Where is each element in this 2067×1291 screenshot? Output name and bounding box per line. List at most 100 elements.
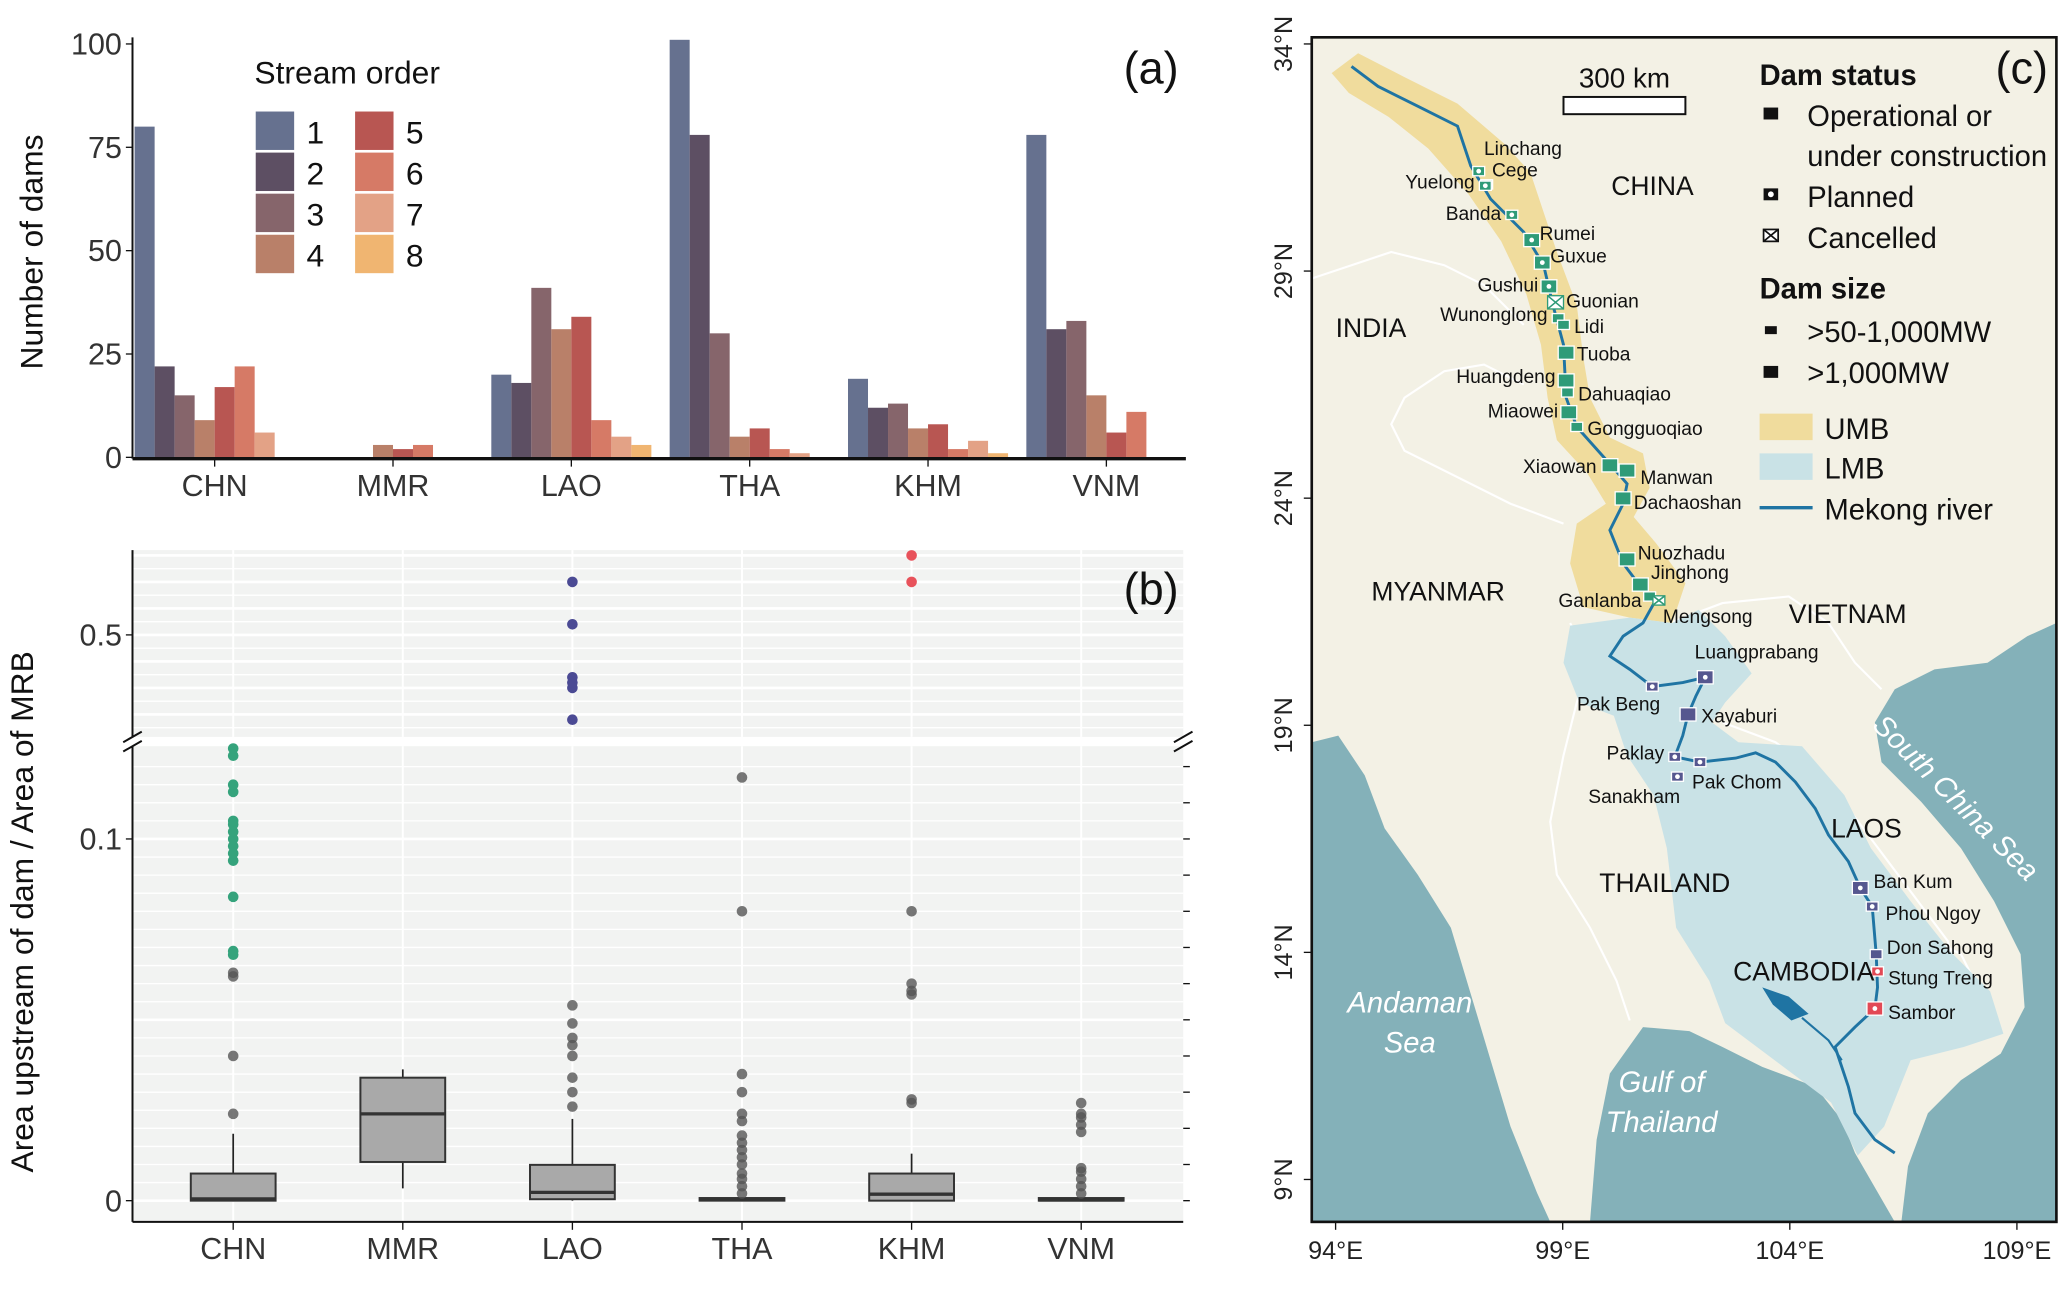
boxplots xyxy=(189,550,1125,1202)
dam-label: Banda xyxy=(1446,204,1502,225)
map-legend: Dam status Operational or under construc… xyxy=(1759,60,2047,527)
bar-lao-order-4 xyxy=(551,329,572,458)
bar-chn-order-1 xyxy=(134,126,155,458)
x-tick-label: THA xyxy=(712,1232,774,1266)
highlight-outlier-point xyxy=(567,576,578,588)
outlier-point xyxy=(567,1050,578,1062)
legend-cancelled: Cancelled xyxy=(1807,223,1937,255)
bar-tha-order-4 xyxy=(729,436,750,458)
bar-chn-order-2 xyxy=(154,366,175,458)
bar-vnm-order-4 xyxy=(1086,395,1107,458)
bar-chn-order-3 xyxy=(174,395,195,458)
country-labels: CHINA INDIA MYANMAR VIETNAM LAOS THAILAN… xyxy=(1336,171,1907,987)
map-coordinate-ticks: 34°N 29°N 24°N 19°N 14°N 9°N 94°E 99°E 104°E 109°… xyxy=(1270,16,2051,1265)
bar-mmr-order-6 xyxy=(413,444,434,458)
dam-guxue: Guxue xyxy=(1533,247,1607,270)
cancelled-icon xyxy=(1762,228,1780,243)
legend-lmb: LMB xyxy=(1825,454,1885,486)
cancelled-cross xyxy=(1547,295,1565,310)
lon-tick-label: 104°E xyxy=(1755,1237,1824,1265)
bar-lao-order-3 xyxy=(531,287,552,458)
x-tick-label: THA xyxy=(719,469,781,503)
outlier-point xyxy=(567,1101,578,1112)
dam-label: Phou Ngoy xyxy=(1885,904,1980,925)
label-india: INDIA xyxy=(1336,313,1407,343)
tonle-sap-river xyxy=(1801,1017,1843,1061)
dam-label: Paklay xyxy=(1607,743,1665,764)
dam-pak-chom: Pak Chom xyxy=(1692,756,1782,794)
x-tick-label: MMR xyxy=(357,469,430,503)
bar-vnm-order-2 xyxy=(1046,329,1067,458)
lat-tick-label: 24°N xyxy=(1270,470,1298,526)
label-laos: LAOS xyxy=(1831,814,1902,844)
box-khm xyxy=(868,1172,955,1202)
legend-swatch-2 xyxy=(255,152,295,192)
bar-khm-order-6 xyxy=(948,449,969,458)
legend-size-large: >1,000MW xyxy=(1807,358,1949,390)
outlier-point xyxy=(906,905,917,917)
dam-phou-ngoy: Phou Ngoy xyxy=(1865,901,1981,925)
dam-label: Gongguoqiao xyxy=(1587,419,1702,440)
dam-mengsong: Mengsong xyxy=(1652,595,1753,628)
legend-label-5: 5 xyxy=(406,114,424,150)
outlier-point xyxy=(906,978,917,989)
x-tick-label: LAO xyxy=(542,1232,603,1266)
dam-label: Luangprabang xyxy=(1695,643,1819,664)
lat-tick-label: 19°N xyxy=(1270,697,1298,753)
bar-vnm-order-6 xyxy=(1126,411,1147,458)
dam-linchang: Linchang xyxy=(1472,139,1562,177)
x-tick-label: LAO xyxy=(541,469,602,503)
legend-swatch-1 xyxy=(255,111,295,150)
bar-chn-order-6 xyxy=(234,366,255,458)
planned-dot xyxy=(1857,885,1863,891)
highlight-outlier-point xyxy=(906,550,917,561)
outlier-point xyxy=(567,1086,578,1098)
dam-don-sahong: Don Sahong xyxy=(1869,938,1994,960)
dam-label: Nuozhadu xyxy=(1638,543,1726,564)
y-tick-label: 0.5 xyxy=(80,619,122,653)
label-myanmar: MYANMAR xyxy=(1371,576,1504,606)
dam-stung-treng: Stung Treng xyxy=(1870,966,1993,990)
label-gulf-of: Gulf of xyxy=(1619,1067,1708,1099)
outlier-point xyxy=(1075,1108,1087,1120)
dam-wunonglong: Wunonglong xyxy=(1440,305,1565,326)
dam-label: Mengsong xyxy=(1663,607,1753,628)
y-tick-label: 0 xyxy=(105,441,122,475)
dam-label: Dahuaqiao xyxy=(1578,384,1671,405)
country-borders xyxy=(1311,250,1989,1021)
legend-title: Stream order xyxy=(254,55,440,91)
y-tick-label: 75 xyxy=(88,131,122,165)
box-chn xyxy=(189,1172,277,1202)
bar-lao-order-2 xyxy=(511,382,532,458)
label-cambodia: CAMBODIA xyxy=(1733,957,1875,987)
bar-khm-order-4 xyxy=(908,428,929,458)
small-dam-icon xyxy=(1764,326,1777,335)
dam-label: Huangdeng xyxy=(1456,367,1555,388)
dam-marker-operational xyxy=(1679,707,1697,722)
dam-label: Ganlanba xyxy=(1558,591,1642,612)
planned-dot xyxy=(1672,754,1678,760)
legend-label-3: 3 xyxy=(307,196,325,232)
legend-label-6: 6 xyxy=(406,155,424,191)
dam-label: Pak Beng xyxy=(1577,694,1660,715)
dam-rumei: Rumei xyxy=(1523,224,1595,248)
box-lao xyxy=(529,1163,616,1201)
label-thailand-gulf: Thailand xyxy=(1606,1107,1719,1139)
dam-label: Guonian xyxy=(1566,292,1639,313)
highlight-outlier-point xyxy=(567,714,578,725)
panel-label-a: (a) xyxy=(1124,43,1179,94)
legend-swatch-4 xyxy=(255,234,295,274)
outlier-point xyxy=(227,1108,239,1120)
dam-lidi: Lidi xyxy=(1556,317,1604,338)
dam-label: Cege xyxy=(1492,160,1538,181)
dam-marker-operational xyxy=(1618,552,1636,567)
label-thailand: THAILAND xyxy=(1599,868,1730,898)
planned-icon-dot xyxy=(1767,191,1774,198)
highlight-outlier-point xyxy=(227,945,239,957)
highlight-outlier-point xyxy=(567,672,578,683)
bar-tha-order-2 xyxy=(689,134,710,458)
dam-nuozhadu: Nuozhadu xyxy=(1618,543,1726,567)
highlight-outlier-point xyxy=(227,779,239,790)
legend-size-title: Dam size xyxy=(1760,273,1886,305)
x-tick-label: KHM xyxy=(894,469,962,503)
